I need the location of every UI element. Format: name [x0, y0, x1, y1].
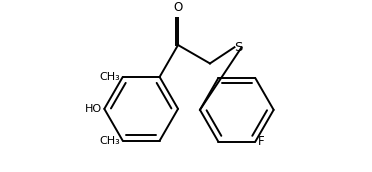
Text: F: F — [258, 135, 264, 148]
Text: CH₃: CH₃ — [100, 72, 121, 82]
Text: HO: HO — [85, 104, 102, 114]
Text: CH₃: CH₃ — [100, 136, 121, 146]
Text: O: O — [173, 1, 183, 14]
Text: S: S — [234, 41, 242, 54]
